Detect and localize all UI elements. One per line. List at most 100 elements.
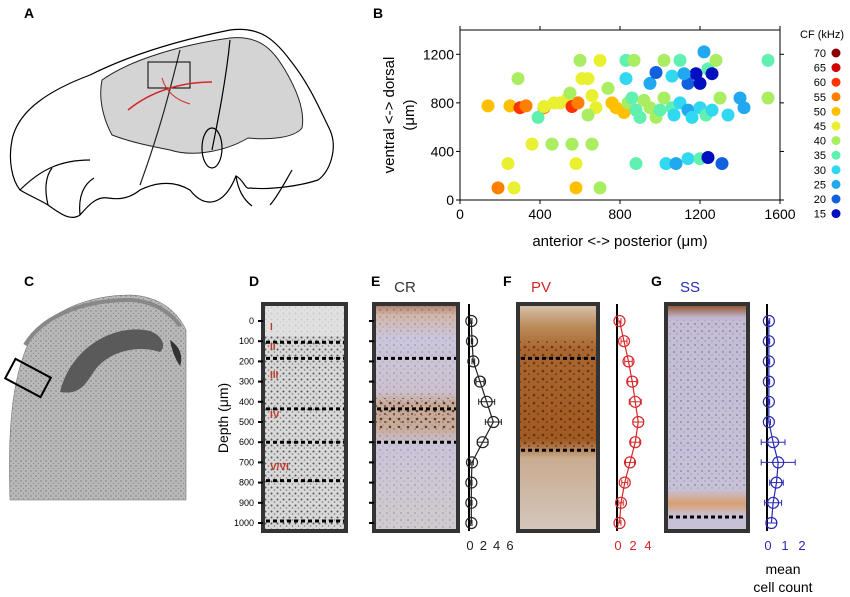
scatter-point-77 bbox=[491, 181, 505, 195]
legend-swatch-70 bbox=[831, 48, 841, 58]
cr-point-500 bbox=[487, 415, 500, 429]
ss-point-800 bbox=[770, 476, 783, 489]
cr-point-700 bbox=[465, 456, 479, 469]
panel-label-d: D bbox=[249, 273, 259, 289]
ss-point-300 bbox=[762, 375, 775, 388]
scatter-point-29 bbox=[667, 108, 681, 122]
scatter-point-78 bbox=[507, 181, 521, 195]
legend-swatch-15 bbox=[831, 209, 841, 219]
scatter-point-61 bbox=[537, 100, 551, 113]
pv-xtick-1: 2 bbox=[629, 538, 636, 553]
panel-label-c: C bbox=[24, 273, 34, 289]
legend-swatch-50 bbox=[831, 106, 841, 116]
cr-point-200 bbox=[467, 355, 480, 368]
legend-label-40: 40 bbox=[814, 136, 826, 148]
ss-point-200 bbox=[762, 355, 775, 368]
scatter-point-18 bbox=[617, 106, 631, 120]
panel-label-g: G bbox=[651, 273, 662, 289]
scatter-chart: 0 400 800 1200 1600 0 400 800 1200 anterior <->… bbox=[381, 26, 844, 250]
scatter-ytick-label-0: 0 bbox=[446, 192, 454, 208]
panel-label-b: B bbox=[373, 5, 383, 21]
pv-point-300 bbox=[626, 375, 639, 388]
depth-tick-label-800: 800 bbox=[239, 478, 254, 488]
pv-xtick-2: 4 bbox=[644, 538, 651, 553]
cr-point-600 bbox=[476, 436, 489, 449]
depth-tick-label-100: 100 bbox=[239, 336, 254, 346]
scatter-point-37 bbox=[721, 108, 735, 122]
pv-point-900 bbox=[614, 496, 628, 509]
scatter-point-52 bbox=[693, 76, 707, 90]
pv-point-200 bbox=[622, 355, 635, 368]
cortex-band bbox=[23, 297, 182, 347]
pv-panel: PV bbox=[516, 279, 600, 533]
depth-tick-label-500: 500 bbox=[239, 417, 254, 427]
scatter-point-47 bbox=[657, 53, 671, 67]
cr-panel: CR bbox=[369, 279, 460, 533]
depth-tick-label-900: 900 bbox=[239, 498, 254, 508]
scatter-point-64 bbox=[525, 137, 539, 151]
coronal-slice bbox=[3, 294, 190, 501]
layer-label-4: V/VI bbox=[270, 462, 289, 473]
skull-drawing bbox=[9, 28, 334, 218]
scatter-point-12 bbox=[585, 89, 599, 103]
ss-xtick-2: 2 bbox=[798, 538, 805, 553]
ss-point-600 bbox=[766, 436, 780, 449]
ss-point-700 bbox=[772, 456, 785, 469]
ss-xtick-1: 1 bbox=[781, 538, 788, 553]
scatter-point-32 bbox=[685, 110, 699, 124]
scatter-point-35 bbox=[705, 103, 719, 117]
scatter-point-50 bbox=[681, 76, 695, 90]
ss-xtick-0: 0 bbox=[764, 538, 771, 553]
layer-label-2: III bbox=[270, 370, 279, 381]
scatter-point-38 bbox=[733, 91, 747, 105]
cr-brown-band bbox=[376, 398, 456, 428]
scatter-ytick-label-3: 1200 bbox=[423, 46, 454, 62]
pv-point-800 bbox=[618, 476, 631, 489]
scatter-point-63 bbox=[581, 108, 595, 122]
legend-swatch-60 bbox=[831, 77, 841, 87]
scatter-point-72 bbox=[669, 157, 683, 171]
pv-point-500 bbox=[632, 415, 645, 429]
scatter-points bbox=[481, 45, 775, 195]
scatter-point-62 bbox=[511, 72, 525, 86]
scatter-point-9 bbox=[571, 96, 585, 110]
blood-vessel-red bbox=[127, 81, 213, 111]
legend-label-45: 45 bbox=[814, 121, 826, 133]
legend-label-60: 60 bbox=[814, 77, 826, 89]
legend-label-55: 55 bbox=[814, 92, 826, 104]
scatter-xtick-label-3: 1200 bbox=[684, 206, 715, 222]
depth-axis-label: Depth (μm) bbox=[215, 383, 231, 453]
pv-point-600 bbox=[629, 436, 642, 449]
scatter-xtick-label-1: 400 bbox=[528, 206, 552, 222]
scatter-point-70 bbox=[629, 157, 643, 171]
ss-point-400 bbox=[762, 395, 775, 408]
depth-tick-label-200: 200 bbox=[239, 356, 254, 366]
legend-label-50: 50 bbox=[814, 106, 826, 118]
scatter-point-15 bbox=[601, 81, 615, 95]
cf-legend: 70 65 60 55 50 45 40 35 30 25 20 15 bbox=[814, 48, 841, 221]
scatter-point-0 bbox=[481, 99, 495, 113]
scatter-point-66 bbox=[565, 137, 579, 151]
legend-swatch-35 bbox=[831, 150, 841, 160]
scatter-x-ticks: 0 400 800 1200 1600 bbox=[456, 26, 796, 222]
layer-label-0: I bbox=[270, 322, 273, 333]
scatter-point-45 bbox=[643, 76, 657, 90]
pv-point-400 bbox=[629, 395, 642, 408]
cr-point-1000 bbox=[465, 516, 478, 530]
panel-label-a: A bbox=[24, 5, 34, 21]
cr-depth-ticks bbox=[369, 320, 374, 524]
scatter-ytick-label-2: 800 bbox=[431, 95, 455, 111]
scatter-point-57 bbox=[677, 67, 691, 81]
cr-point-300 bbox=[473, 375, 487, 388]
pv-title: PV bbox=[531, 279, 551, 296]
scatter-point-69 bbox=[569, 157, 583, 171]
scatter-point-20 bbox=[625, 91, 639, 105]
cr-xtick-1: 2 bbox=[480, 538, 487, 553]
cr-title: CR bbox=[394, 279, 416, 296]
ss-panel: SS bbox=[664, 279, 750, 533]
scatter-point-46 bbox=[649, 66, 663, 79]
